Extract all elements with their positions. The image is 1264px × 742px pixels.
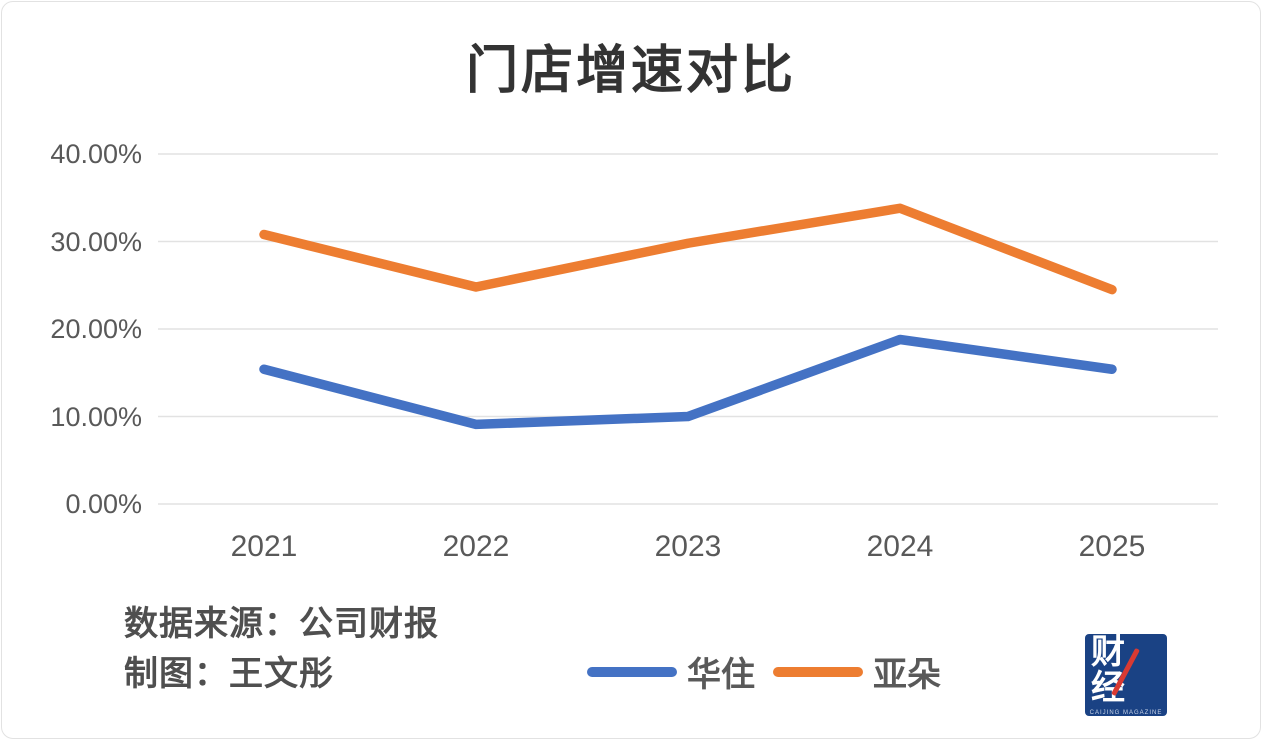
yaduo-line-swatch <box>773 666 863 677</box>
legend-label-yaduo: 亚朵 <box>873 657 941 694</box>
y-axis-tick-label: 10.00% <box>50 401 142 432</box>
legend-item-yaduo: 亚朵 <box>773 647 949 696</box>
caijing-logo: 财经 CAIJING MAGAZINE <box>1085 634 1167 716</box>
legend-item-huazhu: 华住 <box>587 647 763 696</box>
y-axis-tick-label: 40.00% <box>50 139 142 169</box>
credit-text: 制图：王文彤 <box>124 656 334 693</box>
huazhu-line-swatch <box>587 666 677 677</box>
y-axis-tick-label: 30.00% <box>50 226 142 257</box>
data-source-text: 数据来源：公司财报 <box>124 606 439 643</box>
x-axis-tick-label: 2025 <box>1078 530 1146 563</box>
source-block: 数据来源：公司财报 制图：王文彤 <box>124 600 439 700</box>
x-axis-tick-label: 2024 <box>866 530 934 563</box>
y-axis-tick-label: 0.00% <box>65 489 142 519</box>
series-line-华住 <box>259 334 1117 430</box>
chart-legend: 华住 亚朵 <box>587 647 949 696</box>
legend-label-huazhu: 华住 <box>687 657 755 694</box>
x-axis-tick-label: 2023 <box>654 530 722 563</box>
series-line-亚朵 <box>259 203 1117 295</box>
logo-subtext: CAIJING MAGAZINE <box>1089 709 1163 716</box>
x-axis-tick-label: 2022 <box>442 530 510 563</box>
x-axis-tick-label: 2021 <box>230 530 298 563</box>
y-axis-tick-label: 20.00% <box>50 314 142 344</box>
chart-title: 门店增速对比 <box>465 43 796 100</box>
